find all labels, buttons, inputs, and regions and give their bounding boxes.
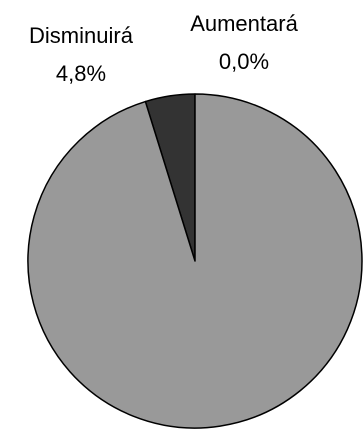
slice-value-disminuira: 4,8%	[56, 61, 106, 86]
slice-value-aumentara: 0,0%	[219, 49, 269, 74]
pie-slice-remainder	[27, 93, 363, 429]
pie-slices	[27, 93, 363, 429]
slice-label-disminuira: Disminuirá	[29, 23, 134, 48]
slice-label-aumentara: Aumentará	[190, 11, 298, 36]
